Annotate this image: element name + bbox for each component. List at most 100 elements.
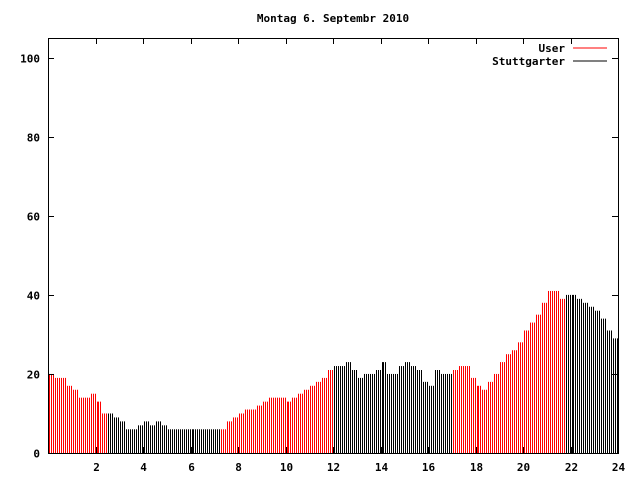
- bar: [296, 397, 297, 453]
- bar: [382, 362, 383, 453]
- bar: [265, 401, 266, 453]
- bar: [100, 401, 101, 453]
- bar: [130, 429, 131, 453]
- bar: [449, 373, 450, 453]
- bar: [350, 362, 351, 453]
- bar: [221, 429, 222, 453]
- bar: [116, 417, 117, 453]
- bar: [207, 429, 208, 453]
- bar: [546, 302, 547, 453]
- bar: [611, 330, 612, 453]
- bar: [445, 373, 446, 453]
- bar: [144, 421, 145, 453]
- bar: [387, 373, 388, 453]
- bar: [405, 362, 406, 453]
- bar: [435, 370, 436, 453]
- bar: [395, 373, 396, 453]
- bar: [530, 322, 531, 453]
- bar: [95, 393, 96, 453]
- bar: [93, 393, 94, 453]
- bar: [118, 417, 119, 453]
- bar: [488, 381, 489, 453]
- bar: [55, 377, 56, 453]
- bar: [467, 366, 468, 453]
- bar: [368, 373, 369, 453]
- bar: [79, 397, 80, 453]
- bar: [360, 377, 361, 453]
- bar: [601, 318, 602, 453]
- bar: [581, 298, 582, 453]
- bar: [302, 393, 303, 453]
- bar: [599, 310, 600, 453]
- bar: [257, 405, 258, 453]
- bar: [178, 429, 179, 453]
- bar: [69, 385, 70, 453]
- bar: [75, 389, 76, 453]
- bar: [259, 405, 260, 453]
- bar: [504, 362, 505, 453]
- bar: [409, 362, 410, 453]
- bar: [494, 373, 495, 453]
- bar: [480, 385, 481, 453]
- y-tick-label: 20: [27, 369, 40, 382]
- bar: [471, 377, 472, 453]
- bar: [138, 425, 139, 453]
- bar: [67, 385, 68, 453]
- bar: [108, 413, 109, 453]
- bar: [81, 397, 82, 453]
- bar: [316, 381, 317, 453]
- bar: [314, 385, 315, 453]
- bar: [528, 330, 529, 453]
- legend-label-stuttgarter: Stuttgarter: [492, 55, 565, 68]
- bar: [215, 429, 216, 453]
- bar: [516, 350, 517, 453]
- bar: [439, 370, 440, 453]
- bar: [510, 354, 511, 453]
- bar: [219, 429, 220, 453]
- bar: [520, 342, 521, 453]
- bar: [417, 370, 418, 453]
- bar: [475, 377, 476, 453]
- bar: [300, 393, 301, 453]
- bar: [389, 373, 390, 453]
- bar: [603, 318, 604, 453]
- bar: [568, 294, 569, 453]
- bar: [245, 409, 246, 453]
- bar: [49, 373, 50, 453]
- y-tick-label: 100: [20, 53, 40, 66]
- bar: [239, 413, 240, 453]
- bar: [328, 370, 329, 453]
- bar: [110, 413, 111, 453]
- bar: [330, 370, 331, 453]
- bar: [486, 389, 487, 453]
- bar: [124, 421, 125, 453]
- bar: [583, 302, 584, 453]
- bar: [275, 397, 276, 453]
- bar: [548, 290, 549, 453]
- bar: [397, 373, 398, 453]
- bar: [122, 421, 123, 453]
- bar: [253, 409, 254, 453]
- bar: [558, 290, 559, 453]
- bar: [421, 370, 422, 453]
- bar: [613, 338, 614, 453]
- bar: [249, 409, 250, 453]
- bar: [102, 413, 103, 453]
- bar: [146, 421, 147, 453]
- bar: [180, 429, 181, 453]
- bar: [112, 413, 113, 453]
- bar: [492, 381, 493, 453]
- bar: [522, 342, 523, 453]
- bar: [346, 362, 347, 453]
- bar: [542, 302, 543, 453]
- bar: [261, 405, 262, 453]
- bar: [362, 377, 363, 453]
- bar: [57, 377, 58, 453]
- x-tick-label: 6: [188, 461, 195, 474]
- bar: [348, 362, 349, 453]
- bar: [554, 290, 555, 453]
- bar: [320, 381, 321, 453]
- bar: [562, 298, 563, 453]
- bar: [356, 370, 357, 453]
